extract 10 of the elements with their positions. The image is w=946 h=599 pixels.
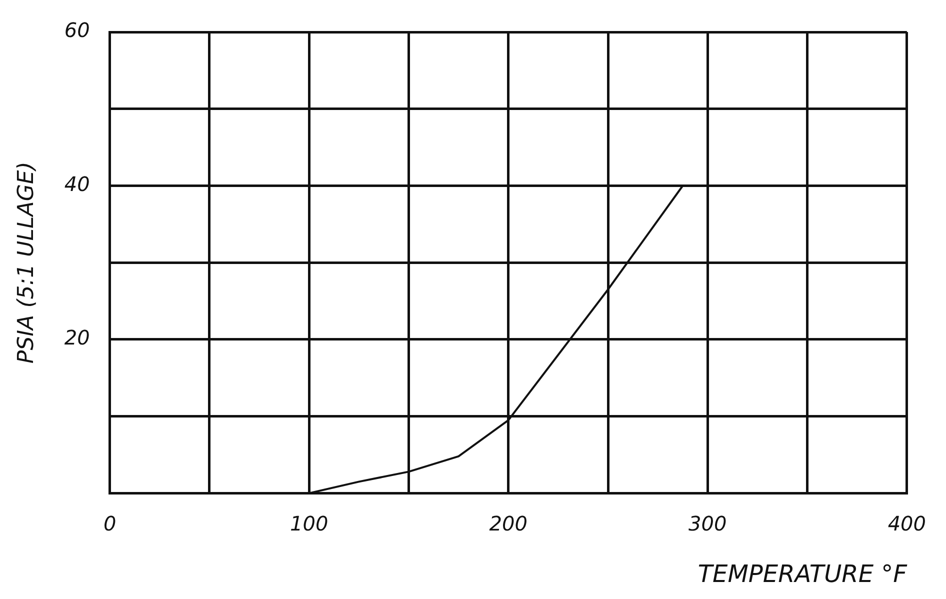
x-tick-label: 200 <box>489 511 528 536</box>
y-axis-title: PSIA (5:1 ULLAGE) <box>14 162 39 364</box>
x-tick-label: 0 <box>103 511 116 536</box>
x-tick-label: 100 <box>290 511 328 536</box>
y-tick-label: 20 <box>64 326 90 350</box>
x-tick-label: 400 <box>888 511 926 536</box>
y-tick-label: 40 <box>64 172 90 196</box>
x-axis-title: TEMPERATURE °F <box>698 560 908 588</box>
x-tick-label: 300 <box>688 511 727 536</box>
y-tick-label: 60 <box>64 18 90 42</box>
